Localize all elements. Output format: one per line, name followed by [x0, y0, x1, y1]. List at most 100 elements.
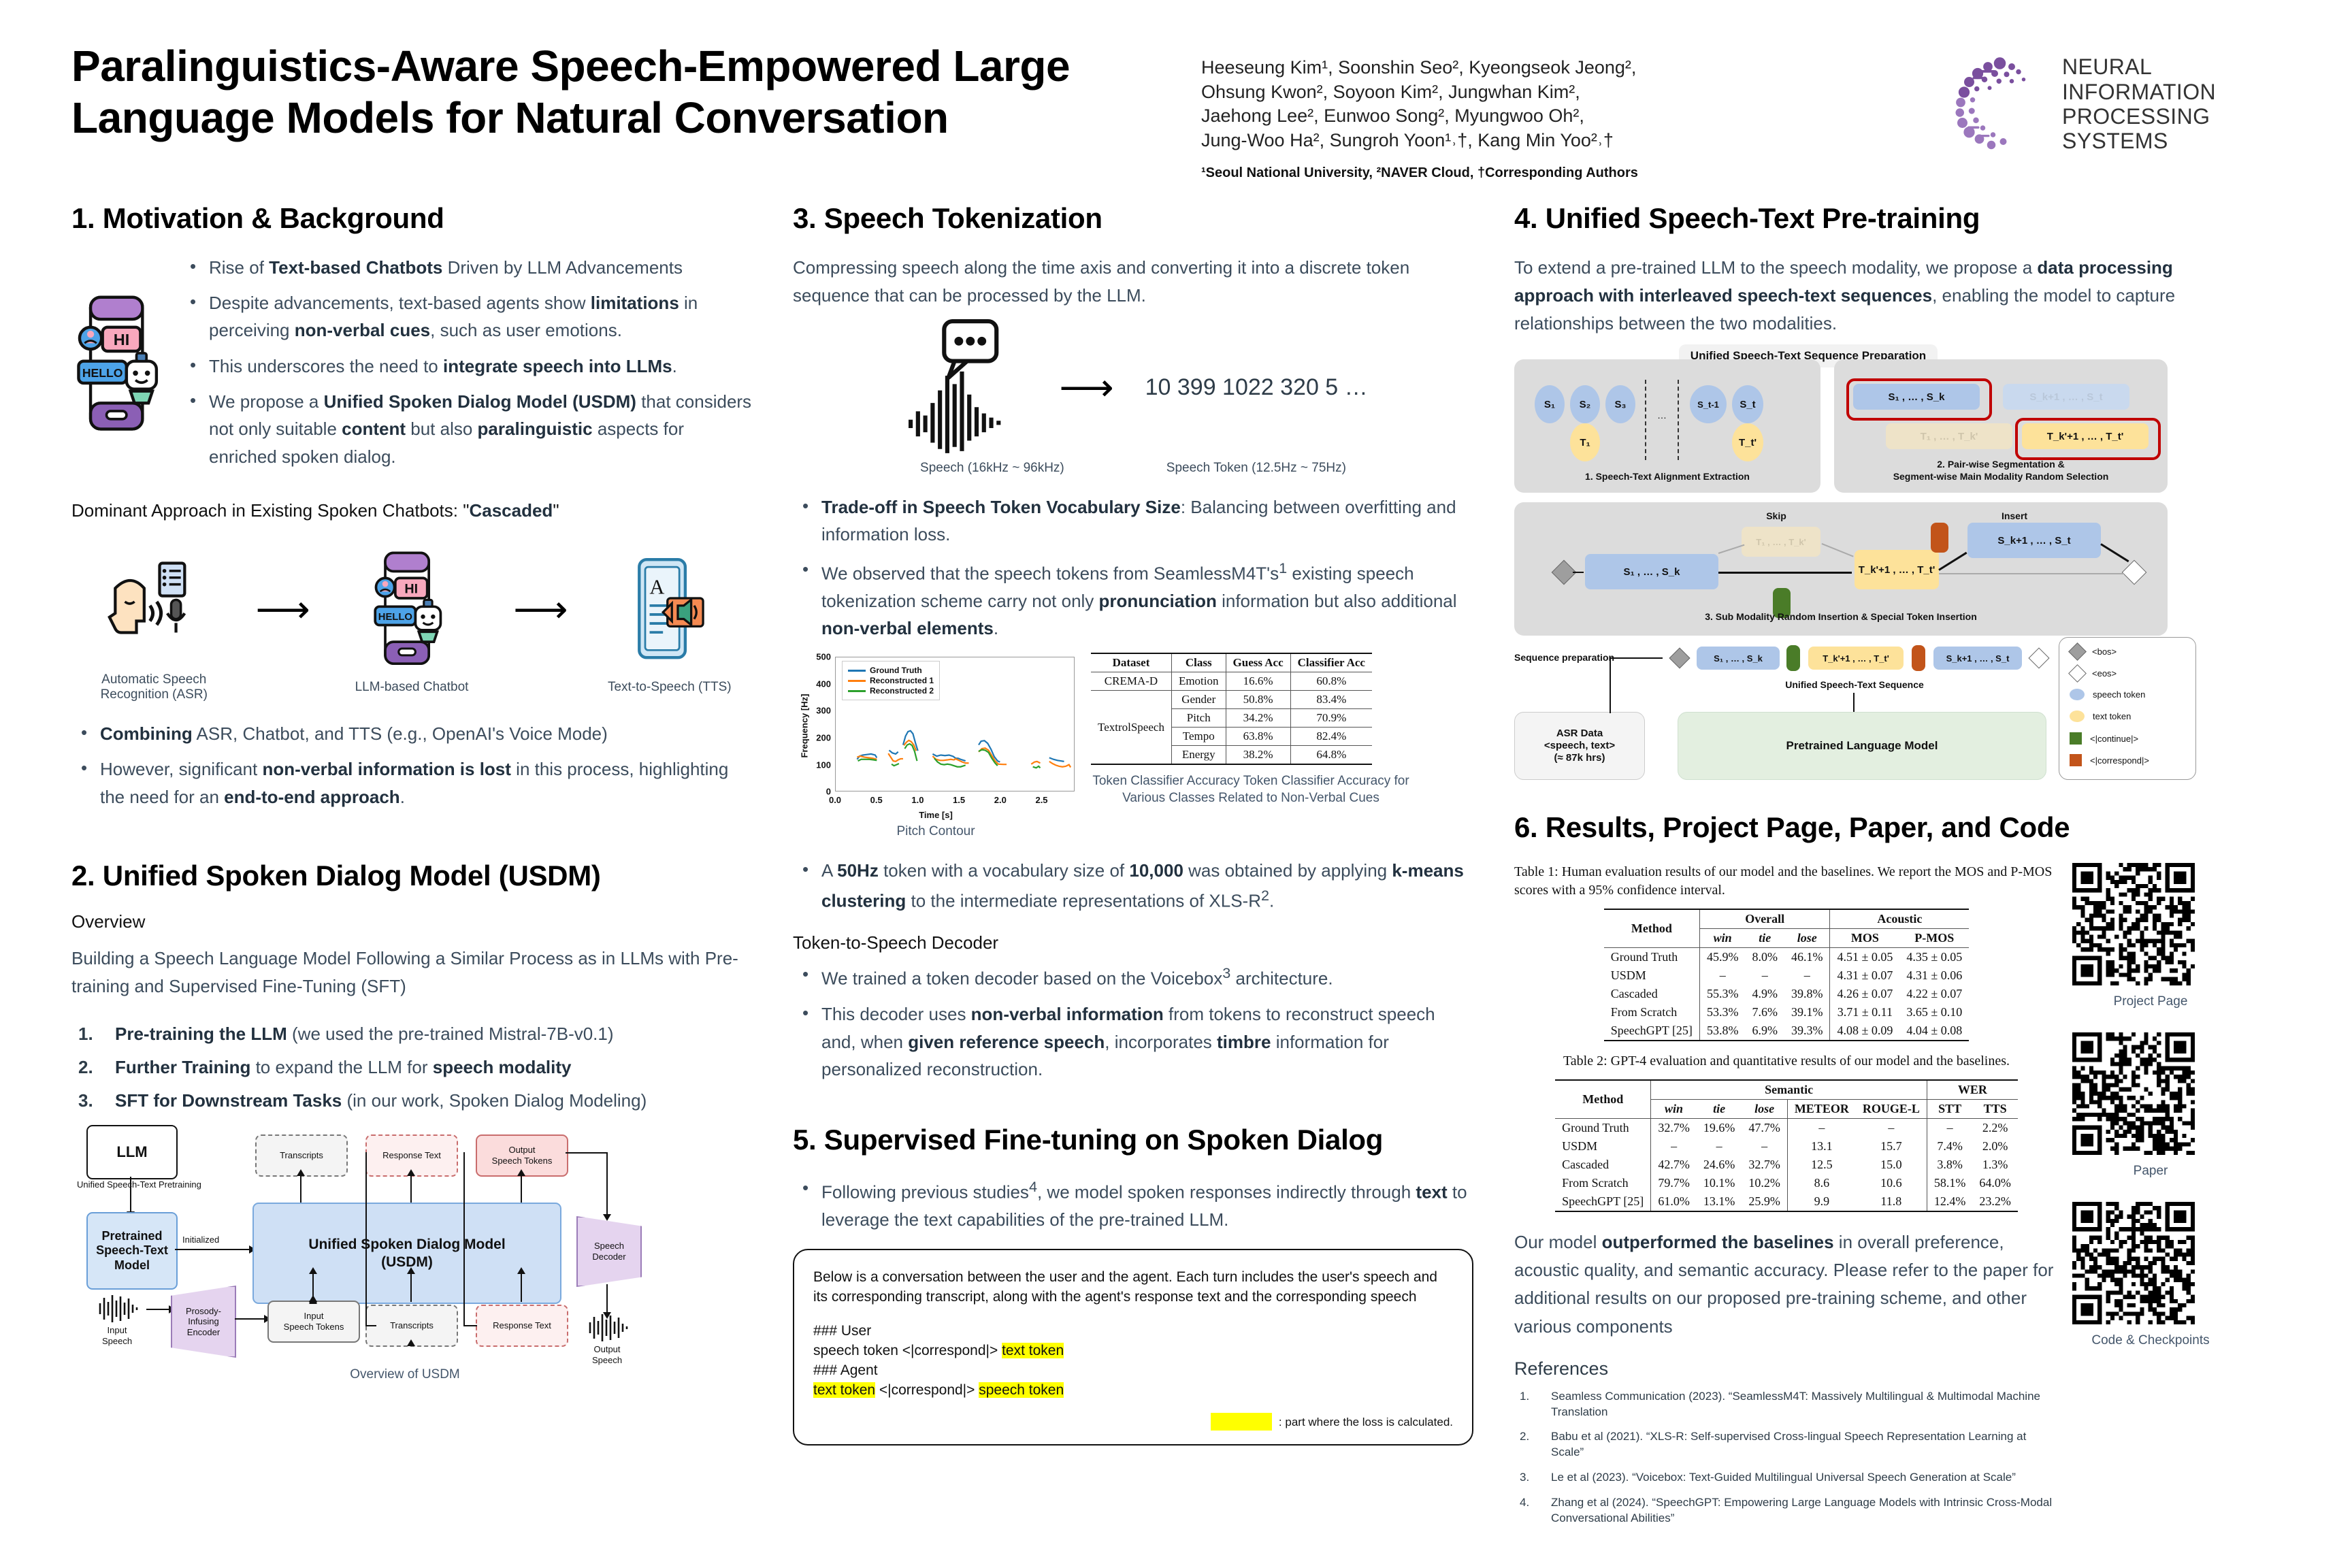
pitch-contour-figure: Frequency [Hz] 500 400 300 200 100 0 Gro… [793, 652, 1079, 839]
cell: TextrolSpeech [1098, 720, 1164, 734]
list-item: However, significant non-verbal informat… [71, 754, 752, 811]
table-row: Cascaded 42.7% 24.6% 32.7% 12.5 15.0 3.8% 1.3% [1555, 1156, 2018, 1175]
cell: Ground Truth [1610, 949, 1678, 964]
cascaded-pipeline: Automatic Speech Recognition (ASR) ⟶ HI [71, 539, 752, 702]
svg-text:HELLO: HELLO [378, 612, 412, 623]
speech-token-sequence: 10 399 1022 320 5 … [1145, 374, 1368, 400]
oval-blue-icon [2070, 689, 2085, 701]
speech-token-oval: S₂ [1570, 385, 1600, 424]
list-item: A 50Hz token with a vocabulary size of 1… [793, 855, 1473, 915]
cell: 10.2% [1748, 1176, 1780, 1190]
legend-label: speech token [2093, 689, 2146, 700]
chart-y-tick: 400 [816, 679, 831, 689]
section-4-heading: 4. Unified Speech-Text Pre-training [1514, 201, 1980, 234]
table-header-row: Dataset Class Guess Acc Classifier Acc [1091, 653, 1372, 672]
cascaded-label: LLM-based Chatbot [355, 679, 469, 694]
cell: – [1761, 968, 1768, 982]
token-classifier-figure: Dataset Class Guess Acc Classifier Acc C… [1091, 653, 1411, 806]
cell: 3.71 ± 0.11 [1829, 1002, 1900, 1022]
cell: 4.35 ± 0.05 [1906, 949, 1963, 964]
table-row: Cascaded 55.3% 4.9% 39.8% 4.26 ± 0.07 4.22 ± … [1604, 984, 1969, 1003]
usdm-overview-diagram: LLM Unified Speech-Text Pretraining Pret… [71, 1121, 738, 1382]
prompt-agent-header: ### Agent [813, 1362, 878, 1379]
final-speech-chip-2: S_k+1 , … , S_t [1933, 647, 2022, 670]
legend-label: <|correspond|> [2090, 755, 2149, 766]
cell: 4.26 ± 0.07 [1829, 984, 1900, 1003]
sft-prompt-box: Below is a conversation between the user… [793, 1248, 1473, 1446]
tokenization-labels: Speech (16kHz ~ 96kHz) Speech Token (12.… [793, 461, 1473, 476]
ellipsis-label: … [1657, 410, 1667, 421]
correspond-token-chip [1912, 645, 1925, 672]
speech-token-oval: S₃ [1605, 385, 1635, 424]
list-item: Babu et al (2021). “XLS-R: Self-supervis… [1520, 1429, 2027, 1459]
continue-token-chip [1773, 588, 1791, 619]
table-2: Method Semantic WER win tie lose METEOR … [1555, 1079, 2018, 1212]
asr-data-box: ASR Data <speech, text> (≈ 87k hrs) [1514, 712, 1645, 781]
list-item: Zhang et al (2024). “SpeechGPT: Empoweri… [1520, 1495, 2053, 1525]
list-item: Further Training to expand the LLM for s… [78, 1054, 572, 1081]
cell: 46.1% [1791, 949, 1823, 964]
column-header: Classifier Acc [1297, 656, 1365, 670]
cell: 53.8% [1699, 1021, 1746, 1041]
speech-token-oval: S_t [1732, 385, 1763, 424]
section-5-bullets: Following previous studies4, we model sp… [793, 1174, 1473, 1233]
legend-label: <eos> [2092, 668, 2117, 679]
legend-entry-continue: <|continue|> [2070, 732, 2138, 745]
chart-x-tick: 0.0 [828, 795, 842, 806]
chart-x-tick: 2.0 [994, 795, 1007, 806]
chart-series-group [836, 657, 1074, 791]
skipped-text-chip: T₁ , … , T_k' [1742, 527, 1820, 557]
qr-project-page[interactable] [2072, 863, 2195, 986]
cell: 47.7% [1748, 1121, 1780, 1135]
cell: 4.08 ± 0.09 [1829, 1021, 1900, 1041]
cell: 7.6% [1752, 1004, 1778, 1019]
cell: 12.5 [1786, 1156, 1856, 1175]
legend-label: <bos> [2092, 647, 2117, 657]
svg-text:A: A [649, 576, 664, 599]
cell: 10.1% [1703, 1176, 1735, 1190]
cell: 10.6 [1880, 1176, 1902, 1190]
diamond-white-icon [2068, 664, 2087, 683]
cell: Tempo [1171, 727, 1226, 746]
qr-code-checkpoints[interactable] [2072, 1202, 2195, 1325]
diamond-grey-icon [2068, 642, 2087, 662]
cell: 4.51 ± 0.05 [1829, 947, 1900, 966]
cell: 42.7% [1650, 1156, 1697, 1175]
qr-paper[interactable] [2072, 1032, 2195, 1156]
cascaded-stage-chatbot: HI HELLO LLM-base [329, 546, 494, 695]
cell: 38.2% [1226, 745, 1291, 765]
pitch-contour-chart: Frequency [Hz] 500 400 300 200 100 0 Gro… [793, 652, 1079, 823]
cell: CREMA-D [1104, 674, 1158, 688]
table-row: Energy 38.2% 64.8% [1091, 745, 1372, 765]
step-2-label: 2. Pair-wise Segmentation & Segment-wise… [1893, 459, 2109, 482]
cell: 1.3% [1982, 1158, 2008, 1172]
cell: 3.8% [1926, 1156, 1973, 1175]
group-header: Semantic [1650, 1079, 1927, 1100]
logo-line-1: NEURAL INFORMATION [2062, 54, 2217, 104]
chart-x-axis-label: Time [s] [919, 810, 953, 821]
column-header: Class [1171, 653, 1226, 672]
table-2-caption: Table 2: GPT-4 evaluation and quantitati… [1563, 1053, 2010, 1068]
prompt-intro: Below is a conversation between the user… [813, 1269, 1437, 1305]
table-row: TextrolSpeech Gender 50.8% 83.4% [1091, 690, 1372, 734]
table-row: SpeechGPT [25] 53.8% 6.9% 39.3% 4.08 ± 0.09 4… [1603, 1021, 1970, 1041]
cell: 83.4% [1316, 693, 1347, 706]
cell: 82.4% [1316, 730, 1347, 743]
token-classifier-table: Dataset Class Guess Acc Classifier Acc C… [1091, 653, 1372, 765]
column-header: lose [1797, 930, 1817, 945]
cell: Gender [1171, 690, 1226, 709]
cell: 39.1% [1791, 1004, 1823, 1019]
speech-token-oval: S₁ [1535, 385, 1565, 424]
chart-x-tick: 1.5 [953, 795, 966, 806]
author-line: Jung-Woo Ha², Sungroh Yoon¹˒†, Kang Min … [1201, 129, 1614, 150]
cell: – [1761, 1139, 1768, 1154]
table-header-row: win tie lose MOS P-MOS [1603, 928, 1970, 948]
waveform-icon [589, 1314, 628, 1342]
chart-caption: Pitch Contour [896, 824, 975, 839]
legend-entry-speech-token: speech token [2070, 689, 2146, 701]
list-item: Trade-off in Speech Token Vocabulary Siz… [793, 492, 1473, 549]
column-header: Guess Acc [1226, 653, 1291, 672]
cell: Pitch [1171, 708, 1226, 728]
arrow-right-icon: ⟶ [1059, 365, 1114, 409]
label-output-speech: Output Speech [591, 1344, 623, 1366]
